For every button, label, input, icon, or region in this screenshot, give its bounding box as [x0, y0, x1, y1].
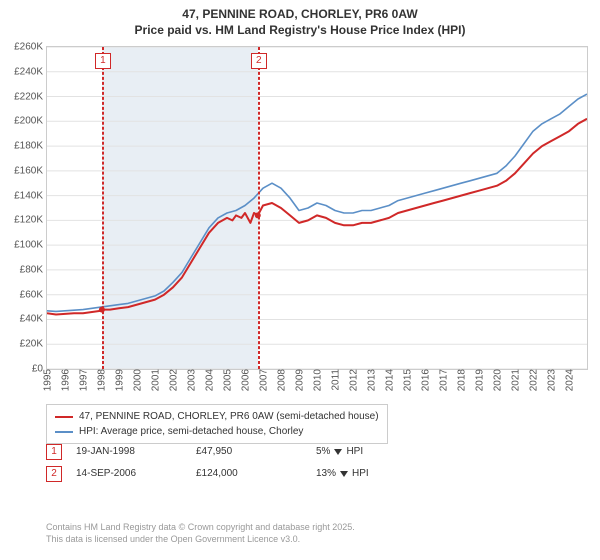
x-tick-label: 2018 [455, 369, 468, 391]
legend-swatch [55, 416, 73, 418]
y-tick-label: £240K [14, 66, 47, 77]
chart-legend: 47, PENNINE ROAD, CHORLEY, PR6 0AW (semi… [46, 404, 388, 444]
sale-pct-vs-hpi: 5% HPI [316, 444, 363, 460]
x-tick-label: 2003 [185, 369, 198, 391]
x-tick-label: 2017 [437, 369, 450, 391]
y-tick-label: £160K [14, 165, 47, 176]
x-tick-label: 2021 [509, 369, 522, 391]
y-tick-label: £80K [20, 264, 47, 275]
sale-marker-line [102, 47, 104, 369]
x-tick-label: 2013 [365, 369, 378, 391]
x-tick-label: 2023 [545, 369, 558, 391]
sale-number-badge: 2 [46, 466, 62, 482]
x-tick-label: 2024 [563, 369, 576, 391]
sale-price: £47,950 [196, 444, 316, 460]
sale-marker-badge: 1 [95, 53, 111, 69]
chart-plot-area: £0£20K£40K£60K£80K£100K£120K£140K£160K£1… [46, 46, 588, 370]
x-tick-label: 1998 [95, 369, 108, 391]
x-tick-label: 1997 [77, 369, 90, 391]
sale-marker-line [258, 47, 260, 369]
x-tick-label: 2014 [383, 369, 396, 391]
arrow-down-icon [340, 471, 348, 477]
y-tick-label: £180K [14, 141, 47, 152]
sale-event-row: 1 19-JAN-1998 £47,950 5% HPI [46, 444, 369, 460]
series-line [47, 94, 587, 311]
x-tick-label: 2012 [347, 369, 360, 391]
sale-event-row: 2 14-SEP-2006 £124,000 13% HPI [46, 466, 369, 482]
x-tick-label: 2011 [329, 369, 342, 391]
legend-label: 47, PENNINE ROAD, CHORLEY, PR6 0AW (semi… [79, 409, 379, 424]
x-tick-label: 2022 [527, 369, 540, 391]
x-tick-label: 2004 [203, 369, 216, 391]
x-tick-label: 2019 [473, 369, 486, 391]
copyright-footnote: Contains HM Land Registry data © Crown c… [46, 522, 355, 545]
x-tick-label: 2015 [401, 369, 414, 391]
sale-price: £124,000 [196, 466, 316, 482]
x-tick-label: 2010 [311, 369, 324, 391]
x-tick-label: 2009 [293, 369, 306, 391]
legend-swatch [55, 431, 73, 433]
x-tick-label: 2000 [131, 369, 144, 391]
series-line [47, 119, 587, 315]
title-line-1: 47, PENNINE ROAD, CHORLEY, PR6 0AW [182, 7, 417, 21]
legend-item: HPI: Average price, semi-detached house,… [55, 424, 379, 439]
sale-date: 19-JAN-1998 [76, 444, 196, 460]
y-tick-label: £60K [20, 289, 47, 300]
y-tick-label: £20K [20, 339, 47, 350]
x-tick-label: 2016 [419, 369, 432, 391]
sale-date: 14-SEP-2006 [76, 466, 196, 482]
x-tick-label: 2007 [257, 369, 270, 391]
x-tick-label: 1995 [41, 369, 54, 391]
y-tick-label: £120K [14, 215, 47, 226]
x-tick-label: 2005 [221, 369, 234, 391]
y-tick-label: £100K [14, 240, 47, 251]
y-tick-label: £260K [14, 42, 47, 53]
x-tick-label: 2008 [275, 369, 288, 391]
x-tick-label: 1999 [113, 369, 126, 391]
sale-pct-vs-hpi: 13% HPI [316, 466, 369, 482]
x-tick-label: 2006 [239, 369, 252, 391]
x-tick-label: 2020 [491, 369, 504, 391]
legend-item: 47, PENNINE ROAD, CHORLEY, PR6 0AW (semi… [55, 409, 379, 424]
title-line-2: Price paid vs. HM Land Registry's House … [135, 23, 466, 37]
chart-title: 47, PENNINE ROAD, CHORLEY, PR6 0AW Price… [0, 0, 600, 40]
x-tick-label: 2001 [149, 369, 162, 391]
legend-label: HPI: Average price, semi-detached house,… [79, 424, 303, 439]
chart-svg [47, 47, 587, 369]
arrow-down-icon [334, 449, 342, 455]
sale-events-table: 1 19-JAN-1998 £47,950 5% HPI 2 14-SEP-20… [46, 444, 369, 482]
y-tick-label: £40K [20, 314, 47, 325]
sale-number-badge: 1 [46, 444, 62, 460]
y-tick-label: £140K [14, 190, 47, 201]
y-tick-label: £220K [14, 91, 47, 102]
x-tick-label: 2002 [167, 369, 180, 391]
y-tick-label: £200K [14, 116, 47, 127]
x-tick-label: 1996 [59, 369, 72, 391]
sale-marker-badge: 2 [251, 53, 267, 69]
